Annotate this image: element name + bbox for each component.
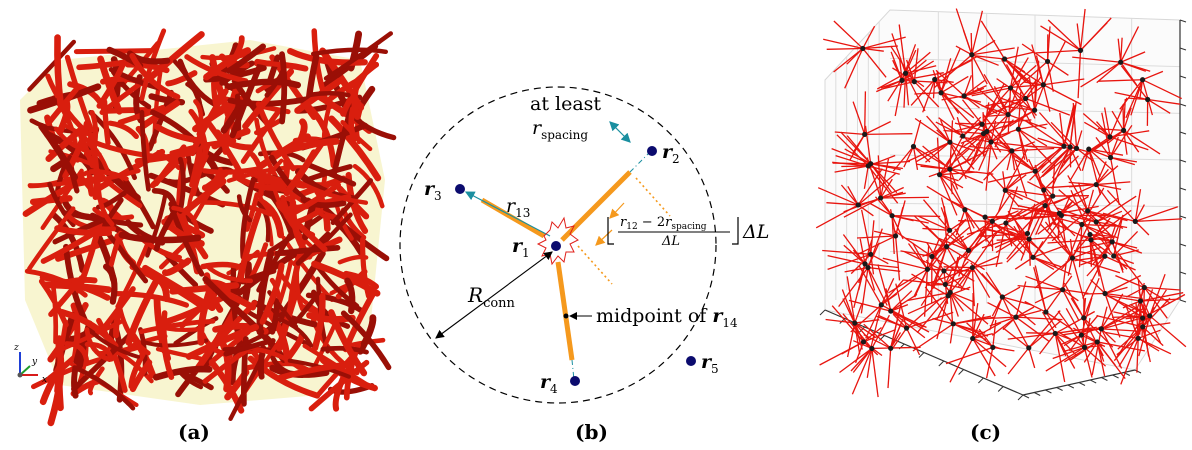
svg-text:r12 − 2rspacing: r12 − 2rspacing (620, 215, 707, 232)
label-r13: r13 (506, 195, 530, 220)
label-r-spacing: rspacing (532, 117, 588, 142)
caption-b: (b) (575, 420, 608, 444)
label-r2: r2 (662, 141, 680, 166)
connection-radius-circle (399, 86, 717, 404)
svg-text:ΔL: ΔL (661, 234, 680, 249)
axis-label-x: x (42, 375, 47, 385)
point-r1 (551, 241, 561, 251)
point-r4 (570, 376, 580, 386)
label-midpoint: midpoint of r14 (596, 305, 738, 330)
midpoint-dot (563, 313, 569, 319)
branch-to-r2 (560, 170, 632, 242)
deltaL-arrow-lower (595, 229, 613, 246)
svg-text:ΔL: ΔL (742, 221, 769, 243)
deltaL-arrow-upper (609, 202, 625, 219)
panel-c-3d-plot: (c) (795, 0, 1192, 450)
caption-a: (a) (178, 420, 210, 444)
r13-arrow (464, 191, 551, 237)
point-r2 (647, 146, 657, 156)
spacing-arrow (609, 121, 631, 143)
branch-to-r4 (555, 261, 575, 361)
label-at-least: at least (530, 93, 601, 115)
axis-label-y: y (31, 357, 38, 367)
guide-dotted-1 (635, 177, 671, 217)
floor-formula: r12 − 2rspacing ΔL ΔL (607, 215, 769, 249)
label-R-conn: Rconn (467, 283, 516, 311)
connection-schematic: r1 r2 r3 r4 r5 at least rspacing r13 Rco… (399, 86, 769, 404)
label-r4: r4 (540, 371, 558, 396)
fiber-segments (22, 28, 397, 427)
point-r5 (686, 356, 696, 366)
label-r1: r1 (512, 235, 530, 260)
caption-c: (c) (970, 420, 1002, 444)
axis-triad: z y x (13, 343, 47, 385)
panel-a-fiber-network: z y x (a) (0, 0, 400, 450)
network-nodes (852, 45, 1153, 352)
fiber-network-render: z y x (13, 28, 397, 427)
node-zigzag (536, 216, 579, 266)
3d-network-plot (815, 8, 1187, 401)
panel-b-schematic: r1 r2 r3 r4 r5 at least rspacing r13 Rco… (398, 0, 798, 450)
radius-arrow (435, 251, 553, 339)
axis-label-z: z (13, 343, 19, 353)
point-r3 (455, 184, 465, 194)
label-r3: r3 (424, 178, 442, 203)
fiber-segments-3d (815, 8, 1187, 398)
guide-dotted-2 (577, 245, 613, 285)
label-r5: r5 (701, 351, 719, 376)
